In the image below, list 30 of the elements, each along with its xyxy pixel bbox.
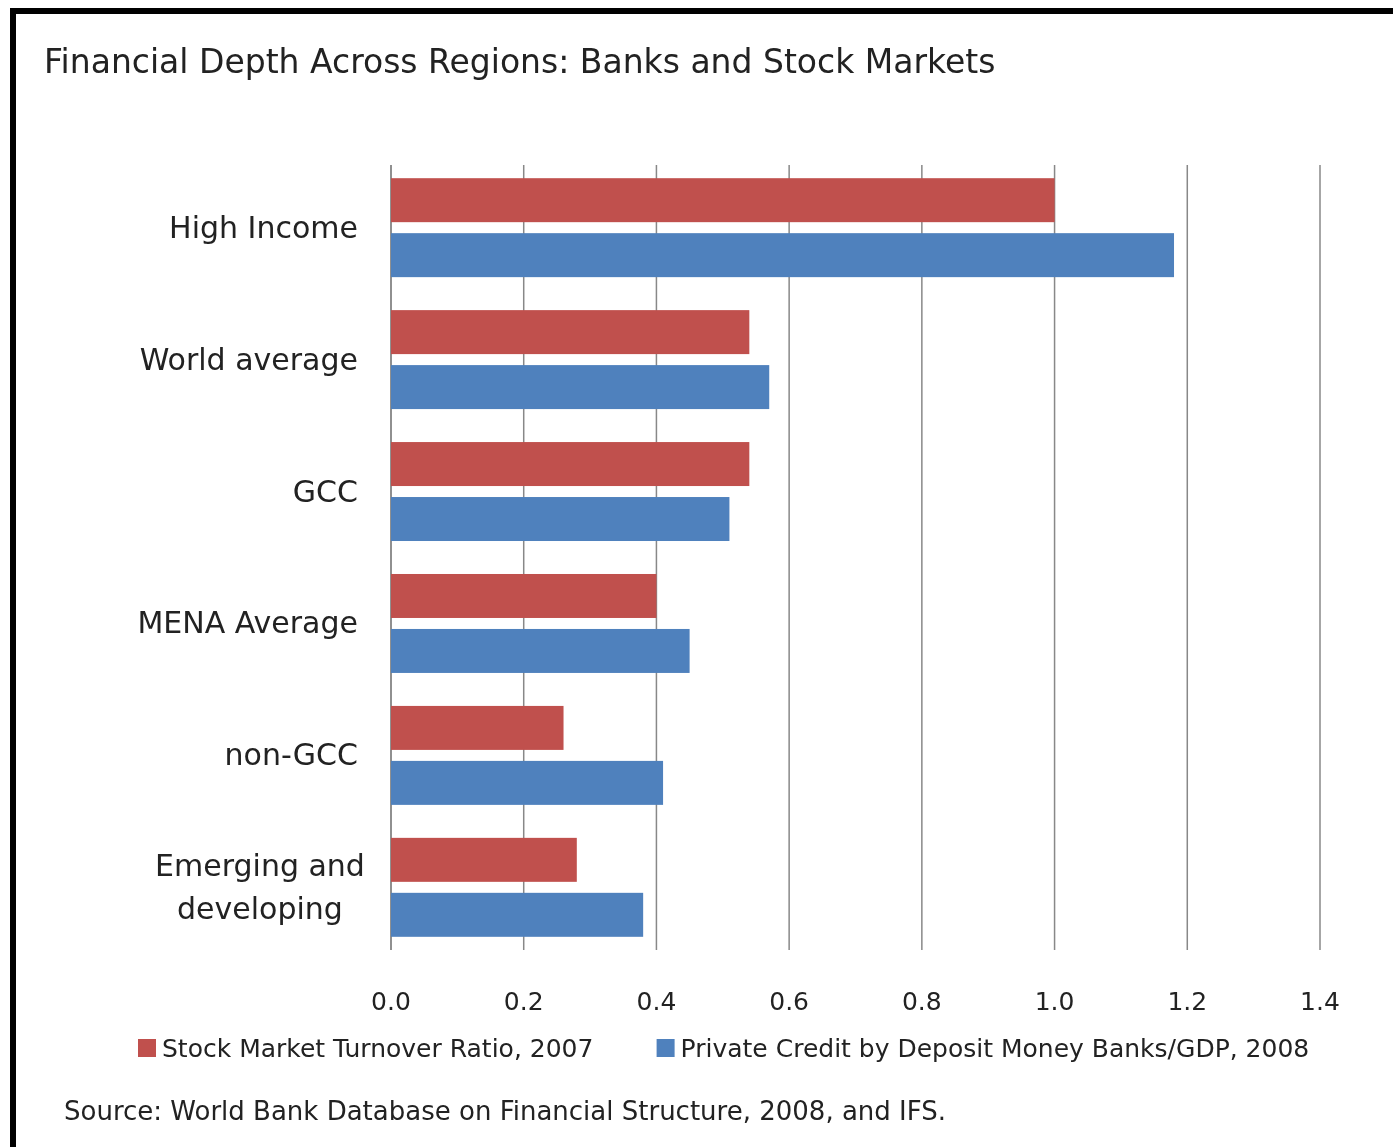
y-tick-label: MENA Average (137, 605, 358, 641)
y-tick-label: High Income (169, 209, 358, 245)
bar (391, 233, 1175, 278)
bar (391, 497, 730, 542)
bar (391, 573, 657, 618)
x-tick-label: 0.2 (503, 987, 544, 1016)
bar (391, 837, 577, 882)
bar (391, 310, 750, 355)
y-tick-label: GCC (292, 473, 358, 509)
x-tick-label: 1.0 (1034, 987, 1075, 1016)
legend-label: Private Credit by Deposit Money Banks/GDP, 2008 (680, 1034, 1310, 1063)
bar (391, 892, 644, 937)
bar (391, 628, 690, 673)
bar (391, 705, 564, 750)
x-tick-label: 0.8 (901, 987, 942, 1016)
bar (391, 442, 750, 487)
y-tick-label: World average (139, 341, 358, 377)
y-tick-label: Emerging and developing (155, 847, 365, 926)
legend-label: Stock Market Turnover Ratio, 2007 (162, 1034, 594, 1063)
x-tick-label: 0.6 (769, 987, 810, 1016)
chart-title: Financial Depth Across Regions: Banks and Stock Markets (44, 42, 996, 81)
source-note: Source: World Bank Database on Financial Structure, 2008, and IFS. (64, 1096, 947, 1126)
x-tick-label: 0.0 (371, 987, 411, 1016)
x-tick-label: 1.2 (1167, 987, 1208, 1016)
bar (391, 365, 770, 410)
y-tick-label: non-GCC (224, 737, 358, 773)
bar (391, 178, 1055, 223)
bar (391, 760, 664, 805)
x-tick-label: 0.4 (636, 987, 677, 1016)
x-tick-label: 1.4 (1300, 987, 1340, 1016)
